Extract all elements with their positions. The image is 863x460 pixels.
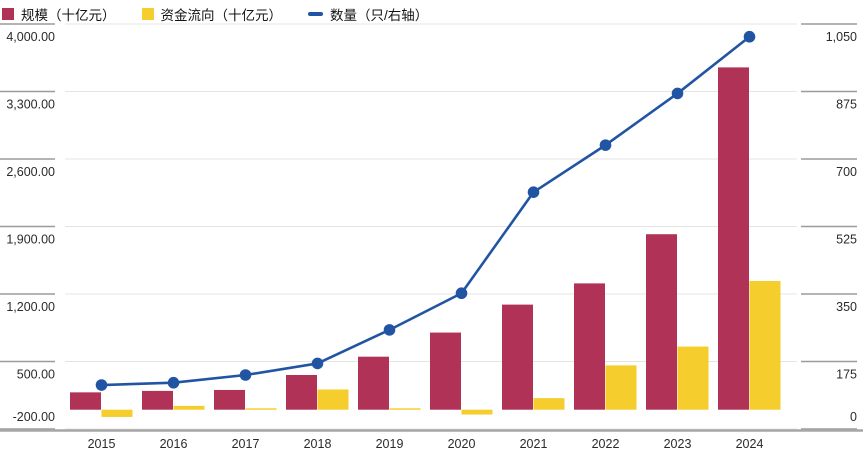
count-series-line-icon bbox=[308, 12, 323, 16]
flow-bar[interactable] bbox=[245, 408, 277, 410]
x-axis-label: 2024 bbox=[736, 437, 764, 451]
x-axis-label: 2018 bbox=[304, 437, 332, 451]
count-point[interactable] bbox=[95, 379, 108, 391]
y-axis-label-left: 2,600.00 bbox=[6, 165, 55, 179]
scale-bar[interactable] bbox=[214, 389, 245, 410]
flow-bar[interactable] bbox=[677, 346, 709, 410]
x-axis-label: 2017 bbox=[232, 437, 260, 451]
scale-bar[interactable] bbox=[142, 390, 173, 410]
scale-bar[interactable] bbox=[574, 283, 605, 410]
x-axis-label: 2021 bbox=[520, 437, 548, 451]
x-axis-label: 2020 bbox=[448, 437, 476, 451]
count-point[interactable] bbox=[383, 324, 396, 336]
y-axis-label-right: 0 bbox=[850, 410, 857, 424]
scale-series-swatch-icon bbox=[2, 8, 14, 20]
x-axis-label: 2016 bbox=[160, 437, 188, 451]
x-axis-label: 2022 bbox=[592, 437, 620, 451]
x-axis-label: 2015 bbox=[88, 437, 116, 451]
count-point[interactable] bbox=[599, 139, 612, 151]
y-axis-label-left: 1,900.00 bbox=[6, 233, 55, 247]
count-point[interactable] bbox=[743, 30, 756, 43]
x-axis-label: 2023 bbox=[664, 437, 692, 451]
y-axis-label-right: 1,050 bbox=[826, 30, 857, 44]
count-point[interactable] bbox=[455, 287, 468, 300]
legend-item-count[interactable]: 数量（只/右轴） bbox=[308, 4, 428, 24]
flow-bar[interactable] bbox=[389, 408, 421, 410]
y-axis-label-left: -200.00 bbox=[13, 410, 55, 424]
y-axis-label-right: 700 bbox=[836, 165, 857, 179]
y-axis-label-right: 525 bbox=[836, 233, 857, 247]
scale-bar[interactable] bbox=[502, 304, 533, 410]
scale-bar[interactable] bbox=[430, 332, 461, 410]
count-point[interactable] bbox=[527, 186, 540, 198]
count-point[interactable] bbox=[311, 357, 324, 370]
flow-bar[interactable] bbox=[317, 389, 349, 410]
count-point[interactable] bbox=[671, 87, 684, 100]
flow-bar[interactable] bbox=[101, 409, 133, 417]
y-axis-label-left: 500.00 bbox=[17, 368, 55, 382]
y-axis-label-right: 175 bbox=[836, 368, 857, 382]
legend-count-label: 数量（只/右轴） bbox=[330, 8, 429, 23]
scale-bar[interactable] bbox=[70, 392, 101, 410]
legend-flow-label: 资金流向（十亿元） bbox=[160, 8, 283, 23]
flow-series-swatch-icon bbox=[141, 8, 154, 20]
flow-bar[interactable] bbox=[173, 405, 205, 410]
legend-scale-label: 规模（十亿元） bbox=[21, 8, 116, 23]
count-point[interactable] bbox=[167, 376, 180, 389]
y-axis-label-left: 4,000.00 bbox=[6, 30, 55, 44]
legend-item-scale[interactable]: 规模（十亿元） bbox=[2, 4, 116, 24]
chart-legend: 规模（十亿元） 资金流向（十亿元） 数量（只/右轴） bbox=[2, 4, 428, 24]
flow-bar[interactable] bbox=[461, 409, 493, 415]
scale-bar[interactable] bbox=[718, 67, 749, 410]
y-axis-label-left: 3,300.00 bbox=[6, 98, 55, 112]
y-axis-label-left: 1,200.00 bbox=[6, 300, 55, 314]
y-axis-label-right: 350 bbox=[836, 300, 857, 314]
flow-bar[interactable] bbox=[533, 398, 565, 410]
x-axis-label: 2019 bbox=[376, 437, 404, 451]
flow-bar[interactable] bbox=[749, 280, 781, 410]
flow-bar[interactable] bbox=[605, 365, 637, 410]
count-line bbox=[101, 35, 751, 387]
legend-item-flow[interactable]: 资金流向（十亿元） bbox=[141, 4, 283, 24]
count-point[interactable] bbox=[239, 369, 252, 381]
scale-bar[interactable] bbox=[646, 234, 677, 410]
y-axis-label-right: 875 bbox=[836, 98, 857, 112]
scale-bar[interactable] bbox=[358, 356, 389, 410]
scale-bar[interactable] bbox=[286, 375, 317, 410]
